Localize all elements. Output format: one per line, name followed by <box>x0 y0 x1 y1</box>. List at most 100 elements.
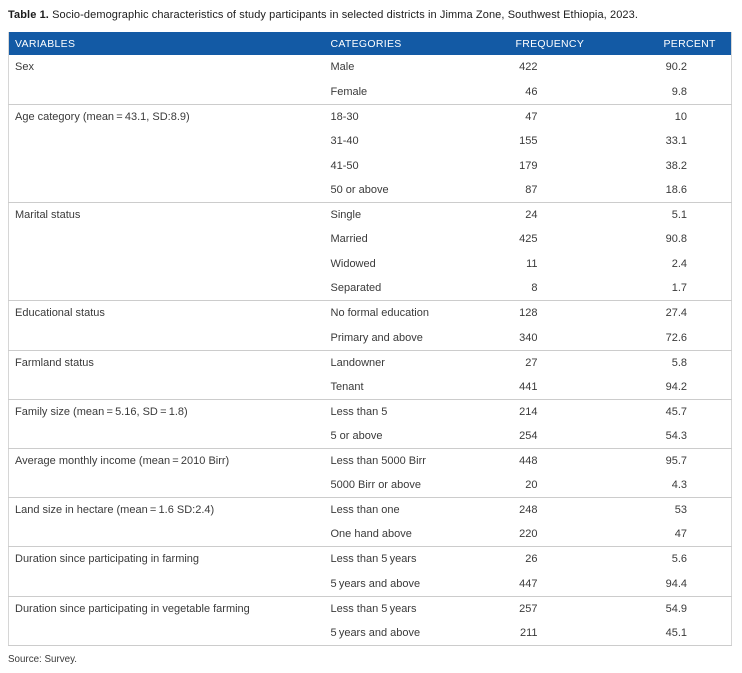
percent-cell: 53 <box>580 497 732 523</box>
table-row: 5 years and above 211 45.1 <box>9 621 732 646</box>
table-body: Sex Male 422 90.2 Female 46 9.8 Age cate… <box>8 55 732 646</box>
frequency-cell: 254 <box>519 429 538 442</box>
percent-cell: 10 <box>580 103 732 129</box>
category-cell: One hand above <box>330 528 412 541</box>
frequency-cell: 128 <box>505 300 581 326</box>
socio-demographic-table: VARIABLES CATEGORIES FREQUENCY PERCENT S… <box>8 32 732 646</box>
percent-cell: 47 <box>674 528 687 541</box>
category-cell: Less than 5 years <box>324 546 506 572</box>
frequency-cell: 340 <box>519 331 538 344</box>
variable-cell <box>9 276 325 301</box>
variable-cell <box>9 473 325 498</box>
variable-cell: Sex <box>15 61 34 74</box>
percent-cell: 54.9 <box>580 595 732 621</box>
table-row: One hand above 220 47 <box>9 522 732 547</box>
percent-cell: 33.1 <box>665 135 687 148</box>
percent-cell: 94.4 <box>665 577 687 590</box>
category-cell: Less than 5 <box>324 398 506 424</box>
percent-cell: 72.6 <box>665 331 687 344</box>
variable-cell <box>9 571 325 596</box>
variable-cell <box>9 424 325 449</box>
frequency-cell: 46 <box>525 85 538 98</box>
table-row: Family size (mean = 5.16, SD = 1.8) Less… <box>8 398 732 424</box>
variable-cell <box>9 522 325 547</box>
frequency-cell: 425 <box>519 233 538 246</box>
frequency-cell: 87 <box>525 184 538 197</box>
percent-cell: 5.8 <box>580 349 732 375</box>
frequency-cell: 211 <box>519 626 538 639</box>
frequency-cell: 8 <box>531 282 538 295</box>
percent-cell: 90.2 <box>665 61 687 74</box>
frequency-cell: 447 <box>519 577 538 590</box>
percent-cell: 5.1 <box>580 202 732 228</box>
table-header-row: VARIABLES CATEGORIES FREQUENCY PERCENT <box>8 32 732 55</box>
table-row: Sex Male 422 90.2 <box>9 55 732 80</box>
table-row: 31-40 155 33.1 <box>9 129 732 154</box>
table-row: Tenant 441 94.2 <box>9 375 732 400</box>
category-cell: 5000 Birr or above <box>330 479 422 492</box>
variable-cell: Land size in hectare (mean = 1.6 SD:2.4) <box>8 497 325 523</box>
frequency-cell: 248 <box>505 497 581 523</box>
frequency-cell: 448 <box>505 448 581 474</box>
percent-cell: 45.1 <box>665 626 687 639</box>
category-cell: Male <box>330 61 355 74</box>
category-cell: Single <box>324 202 506 228</box>
percent-cell: 27.4 <box>580 300 732 326</box>
table-row: Farmland status Landowner 27 5.8 <box>8 349 732 375</box>
table-row: Duration since participating in farming … <box>8 546 732 572</box>
table-row: Separated 8 1.7 <box>9 276 732 301</box>
table-row: Marital status Single 24 5.1 <box>8 202 732 228</box>
frequency-cell: 26 <box>505 546 581 572</box>
table-caption-text: Socio-demographic characteristics of stu… <box>52 9 639 21</box>
frequency-cell: 155 <box>519 135 538 148</box>
table-row: Widowed 11 2.4 <box>9 252 732 277</box>
table-row: Married 425 90.8 <box>9 227 732 252</box>
frequency-cell: 441 <box>519 380 538 393</box>
frequency-cell: 214 <box>505 398 581 424</box>
variable-cell <box>9 178 325 203</box>
category-cell: Tenant <box>330 380 364 393</box>
table-row: 5 or above 254 54.3 <box>9 424 732 449</box>
variable-cell <box>9 326 325 351</box>
percent-cell: 38.2 <box>665 159 687 172</box>
category-cell: Married <box>330 233 368 246</box>
percent-cell: 54.3 <box>665 429 687 442</box>
variable-cell: Average monthly income (mean = 2010 Birr… <box>8 448 325 474</box>
category-cell: Less than 5 years <box>324 595 506 621</box>
variable-cell <box>9 80 325 105</box>
column-header-categories: CATEGORIES <box>324 32 506 55</box>
frequency-cell: 24 <box>505 202 581 228</box>
percent-cell: 18.6 <box>665 184 687 197</box>
variable-cell <box>9 375 325 400</box>
category-cell: No formal education <box>324 300 506 326</box>
table-row: Educational status No formal education 1… <box>8 300 732 326</box>
table-row: Land size in hectare (mean = 1.6 SD:2.4)… <box>8 497 732 523</box>
category-cell: Primary and above <box>330 331 423 344</box>
table-row: Age category (mean = 43.1, SD:8.9) 18-30… <box>8 103 732 129</box>
table-row: 5000 Birr or above 20 4.3 <box>9 473 732 498</box>
table-row: Average monthly income (mean = 2010 Birr… <box>8 448 732 474</box>
percent-cell: 94.2 <box>665 380 687 393</box>
table-row: 5 years and above 447 94.4 <box>9 571 732 596</box>
percent-cell: 9.8 <box>671 85 687 98</box>
column-header-percent: PERCENT <box>580 32 732 55</box>
variable-cell: Duration since participating in vegetabl… <box>8 595 325 621</box>
category-cell: Separated <box>330 282 382 295</box>
table-row: 50 or above 87 18.6 <box>9 178 732 203</box>
percent-cell: 95.7 <box>580 448 732 474</box>
column-header-variables: VARIABLES <box>8 32 325 55</box>
category-cell: 31-40 <box>330 135 359 148</box>
percent-cell: 90.8 <box>665 233 687 246</box>
variable-cell: Duration since participating in farming <box>8 546 325 572</box>
category-cell: Widowed <box>330 258 376 271</box>
table-caption-label: Table 1. <box>8 9 49 21</box>
category-cell: Less than 5000 Birr <box>324 448 506 474</box>
category-cell: 5 years and above <box>330 626 421 639</box>
category-cell: 5 or above <box>330 429 383 442</box>
variable-cell <box>9 129 325 154</box>
table-caption: Table 1. Socio-demographic characteristi… <box>0 0 742 22</box>
frequency-cell: 422 <box>519 61 538 74</box>
variable-cell: Age category (mean = 43.1, SD:8.9) <box>8 103 325 129</box>
category-cell: Landowner <box>324 349 506 375</box>
table-row: Duration since participating in vegetabl… <box>8 595 732 621</box>
